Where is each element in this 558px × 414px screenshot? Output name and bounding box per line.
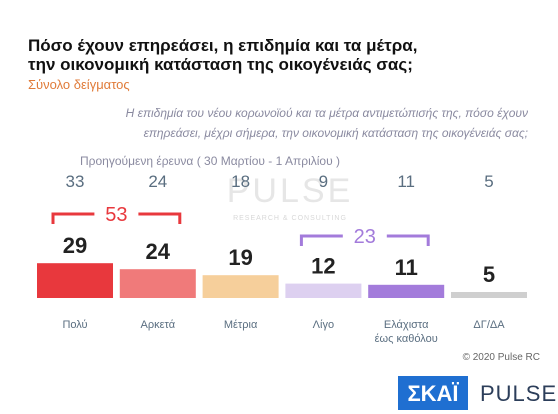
previous-label: Προηγούμενη έρευνα ( 30 Μαρτίου - 1 Απρι… — [80, 154, 340, 168]
group-label: 53 — [105, 204, 127, 226]
value-label: 29 — [63, 233, 87, 258]
x-tick-label: Λίγο — [312, 319, 335, 331]
bar — [202, 275, 279, 298]
previous-value: 33 — [66, 172, 85, 191]
x-tick-label: Ελάχιστα έως καθόλου — [374, 319, 438, 345]
question-line: επηρεάσει, μέχρι σήμερα, την οικονομική … — [143, 126, 528, 140]
title-line: Πόσο έχουν επηρεάσει, η επιδημία και τα … — [28, 36, 418, 55]
logo: ΣΚΑΪ — [407, 381, 459, 406]
previous-value: 24 — [148, 172, 167, 191]
group-bracket — [299, 234, 430, 246]
value-label: 19 — [228, 245, 252, 270]
bar — [451, 292, 527, 298]
group-bracket — [51, 212, 182, 224]
value-label: 5 — [483, 262, 495, 287]
bar — [285, 283, 362, 298]
bar — [368, 284, 445, 298]
group-label: 23 — [354, 226, 376, 248]
title-line: την οικονομική κατάσταση της οικογένειάς… — [28, 55, 413, 74]
bar — [37, 263, 113, 298]
value-label: 24 — [146, 239, 171, 264]
x-tick-label: ΔΓ/ΔΑ — [473, 319, 505, 331]
previous-value: 11 — [397, 172, 415, 191]
x-tick-label: Μέτρια — [223, 319, 258, 331]
previous-value: 18 — [231, 172, 250, 191]
x-tick-label: Πολύ — [62, 319, 88, 331]
watermark: PULSE — [227, 172, 354, 210]
copyright: © 2020 Pulse RC — [462, 352, 540, 363]
subtitle: Σύνολο δείγματος — [28, 77, 130, 92]
question-line: Η επιδημία του νέου κορωνοϊού και τα μέτ… — [125, 106, 528, 120]
previous-value: 5 — [484, 172, 493, 191]
value-label: 12 — [311, 254, 335, 279]
previous-value: 9 — [319, 172, 328, 191]
bar — [119, 269, 196, 298]
logo: PULSE — [480, 381, 557, 406]
watermark: RESEARCH & CONSULTING — [233, 215, 347, 222]
x-tick-label: Αρκετά — [140, 319, 176, 331]
value-label: 11 — [395, 255, 418, 280]
logo-box — [398, 376, 468, 410]
